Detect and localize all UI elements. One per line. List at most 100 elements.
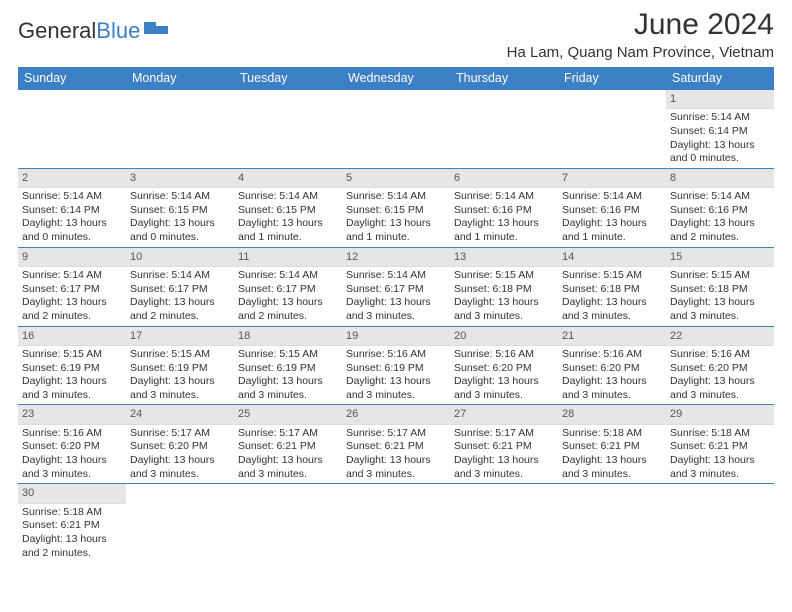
sunset-text: Sunset: 6:20 PM [22, 440, 122, 454]
day-number: 17 [126, 327, 234, 346]
calendar-day-cell: 27Sunrise: 5:17 AMSunset: 6:21 PMDayligh… [450, 405, 558, 484]
daylight-text-1: Daylight: 13 hours [22, 375, 122, 389]
sunset-text: Sunset: 6:17 PM [346, 283, 446, 297]
daylight-text-2: and 1 minute. [454, 231, 554, 245]
daylight-text-1: Daylight: 13 hours [130, 454, 230, 468]
weekday-header: Friday [558, 67, 666, 90]
day-detail: Sunrise: 5:15 AMSunset: 6:18 PMDaylight:… [666, 267, 774, 326]
calendar-day-cell: 8Sunrise: 5:14 AMSunset: 6:16 PMDaylight… [666, 168, 774, 247]
daylight-text-1: Daylight: 13 hours [238, 217, 338, 231]
day-detail: Sunrise: 5:14 AMSunset: 6:17 PMDaylight:… [126, 267, 234, 326]
day-number: 3 [126, 169, 234, 188]
day-number: 15 [666, 248, 774, 267]
calendar-day-cell [126, 90, 234, 169]
sunset-text: Sunset: 6:20 PM [130, 440, 230, 454]
daylight-text-1: Daylight: 13 hours [562, 375, 662, 389]
daylight-text-1: Daylight: 13 hours [238, 375, 338, 389]
sunset-text: Sunset: 6:21 PM [454, 440, 554, 454]
calendar-day-cell: 2Sunrise: 5:14 AMSunset: 6:14 PMDaylight… [18, 168, 126, 247]
daylight-text-1: Daylight: 13 hours [130, 296, 230, 310]
day-detail: Sunrise: 5:14 AMSunset: 6:17 PMDaylight:… [342, 267, 450, 326]
sunset-text: Sunset: 6:19 PM [238, 362, 338, 376]
day-detail: Sunrise: 5:15 AMSunset: 6:19 PMDaylight:… [126, 346, 234, 405]
sunset-text: Sunset: 6:21 PM [346, 440, 446, 454]
day-detail: Sunrise: 5:14 AMSunset: 6:16 PMDaylight:… [450, 188, 558, 247]
calendar-day-cell: 17Sunrise: 5:15 AMSunset: 6:19 PMDayligh… [126, 326, 234, 405]
day-number: 24 [126, 405, 234, 424]
daylight-text-1: Daylight: 13 hours [346, 296, 446, 310]
daylight-text-1: Daylight: 13 hours [670, 296, 770, 310]
sunrise-text: Sunrise: 5:16 AM [346, 348, 446, 362]
sunrise-text: Sunrise: 5:15 AM [562, 269, 662, 283]
day-detail: Sunrise: 5:14 AMSunset: 6:17 PMDaylight:… [234, 267, 342, 326]
daylight-text-1: Daylight: 13 hours [454, 296, 554, 310]
sunset-text: Sunset: 6:20 PM [562, 362, 662, 376]
day-number: 8 [666, 169, 774, 188]
calendar-day-cell: 20Sunrise: 5:16 AMSunset: 6:20 PMDayligh… [450, 326, 558, 405]
day-detail: Sunrise: 5:16 AMSunset: 6:19 PMDaylight:… [342, 346, 450, 405]
day-number: 21 [558, 327, 666, 346]
sunset-text: Sunset: 6:18 PM [562, 283, 662, 297]
sunrise-text: Sunrise: 5:18 AM [22, 506, 122, 520]
daylight-text-1: Daylight: 13 hours [562, 217, 662, 231]
daylight-text-2: and 0 minutes. [22, 231, 122, 245]
day-detail: Sunrise: 5:17 AMSunset: 6:21 PMDaylight:… [342, 425, 450, 484]
calendar-day-cell [666, 484, 774, 562]
day-number: 14 [558, 248, 666, 267]
day-number: 12 [342, 248, 450, 267]
calendar-table: SundayMondayTuesdayWednesdayThursdayFrid… [18, 67, 774, 562]
calendar-day-cell [558, 90, 666, 169]
day-detail: Sunrise: 5:18 AMSunset: 6:21 PMDaylight:… [558, 425, 666, 484]
day-number: 19 [342, 327, 450, 346]
daylight-text-2: and 1 minute. [346, 231, 446, 245]
weekday-header: Wednesday [342, 67, 450, 90]
sunrise-text: Sunrise: 5:14 AM [454, 190, 554, 204]
sunset-text: Sunset: 6:15 PM [346, 204, 446, 218]
sunrise-text: Sunrise: 5:16 AM [454, 348, 554, 362]
daylight-text-1: Daylight: 13 hours [454, 375, 554, 389]
day-number: 27 [450, 405, 558, 424]
flag-icon [144, 18, 170, 44]
logo-text-1: General [18, 18, 96, 44]
daylight-text-1: Daylight: 13 hours [22, 217, 122, 231]
sunset-text: Sunset: 6:14 PM [22, 204, 122, 218]
calendar-week-row: 2Sunrise: 5:14 AMSunset: 6:14 PMDaylight… [18, 168, 774, 247]
calendar-day-cell: 7Sunrise: 5:14 AMSunset: 6:16 PMDaylight… [558, 168, 666, 247]
sunrise-text: Sunrise: 5:14 AM [670, 111, 770, 125]
daylight-text-2: and 3 minutes. [130, 468, 230, 482]
sunset-text: Sunset: 6:16 PM [454, 204, 554, 218]
daylight-text-1: Daylight: 13 hours [346, 217, 446, 231]
sunrise-text: Sunrise: 5:15 AM [238, 348, 338, 362]
sunrise-text: Sunrise: 5:14 AM [238, 190, 338, 204]
day-detail: Sunrise: 5:14 AMSunset: 6:14 PMDaylight:… [666, 109, 774, 168]
sunrise-text: Sunrise: 5:17 AM [346, 427, 446, 441]
day-detail: Sunrise: 5:16 AMSunset: 6:20 PMDaylight:… [558, 346, 666, 405]
daylight-text-2: and 3 minutes. [562, 468, 662, 482]
calendar-day-cell [342, 484, 450, 562]
day-number: 4 [234, 169, 342, 188]
calendar-day-cell: 9Sunrise: 5:14 AMSunset: 6:17 PMDaylight… [18, 247, 126, 326]
daylight-text-2: and 2 minutes. [22, 310, 122, 324]
calendar-day-cell: 3Sunrise: 5:14 AMSunset: 6:15 PMDaylight… [126, 168, 234, 247]
calendar-day-cell: 5Sunrise: 5:14 AMSunset: 6:15 PMDaylight… [342, 168, 450, 247]
sunrise-text: Sunrise: 5:14 AM [346, 190, 446, 204]
calendar-day-cell: 26Sunrise: 5:17 AMSunset: 6:21 PMDayligh… [342, 405, 450, 484]
calendar-week-row: 9Sunrise: 5:14 AMSunset: 6:17 PMDaylight… [18, 247, 774, 326]
day-detail: Sunrise: 5:15 AMSunset: 6:19 PMDaylight:… [234, 346, 342, 405]
sunset-text: Sunset: 6:18 PM [454, 283, 554, 297]
daylight-text-2: and 2 minutes. [130, 310, 230, 324]
daylight-text-2: and 3 minutes. [562, 310, 662, 324]
daylight-text-2: and 0 minutes. [670, 152, 770, 166]
calendar-day-cell [558, 484, 666, 562]
calendar-day-cell: 4Sunrise: 5:14 AMSunset: 6:15 PMDaylight… [234, 168, 342, 247]
logo: GeneralBlue [18, 8, 170, 44]
day-detail: Sunrise: 5:16 AMSunset: 6:20 PMDaylight:… [450, 346, 558, 405]
weekday-header: Sunday [18, 67, 126, 90]
sunrise-text: Sunrise: 5:14 AM [670, 190, 770, 204]
day-detail: Sunrise: 5:14 AMSunset: 6:17 PMDaylight:… [18, 267, 126, 326]
day-detail: Sunrise: 5:17 AMSunset: 6:21 PMDaylight:… [234, 425, 342, 484]
day-number: 13 [450, 248, 558, 267]
calendar-day-cell: 11Sunrise: 5:14 AMSunset: 6:17 PMDayligh… [234, 247, 342, 326]
daylight-text-2: and 1 minute. [562, 231, 662, 245]
daylight-text-2: and 0 minutes. [130, 231, 230, 245]
